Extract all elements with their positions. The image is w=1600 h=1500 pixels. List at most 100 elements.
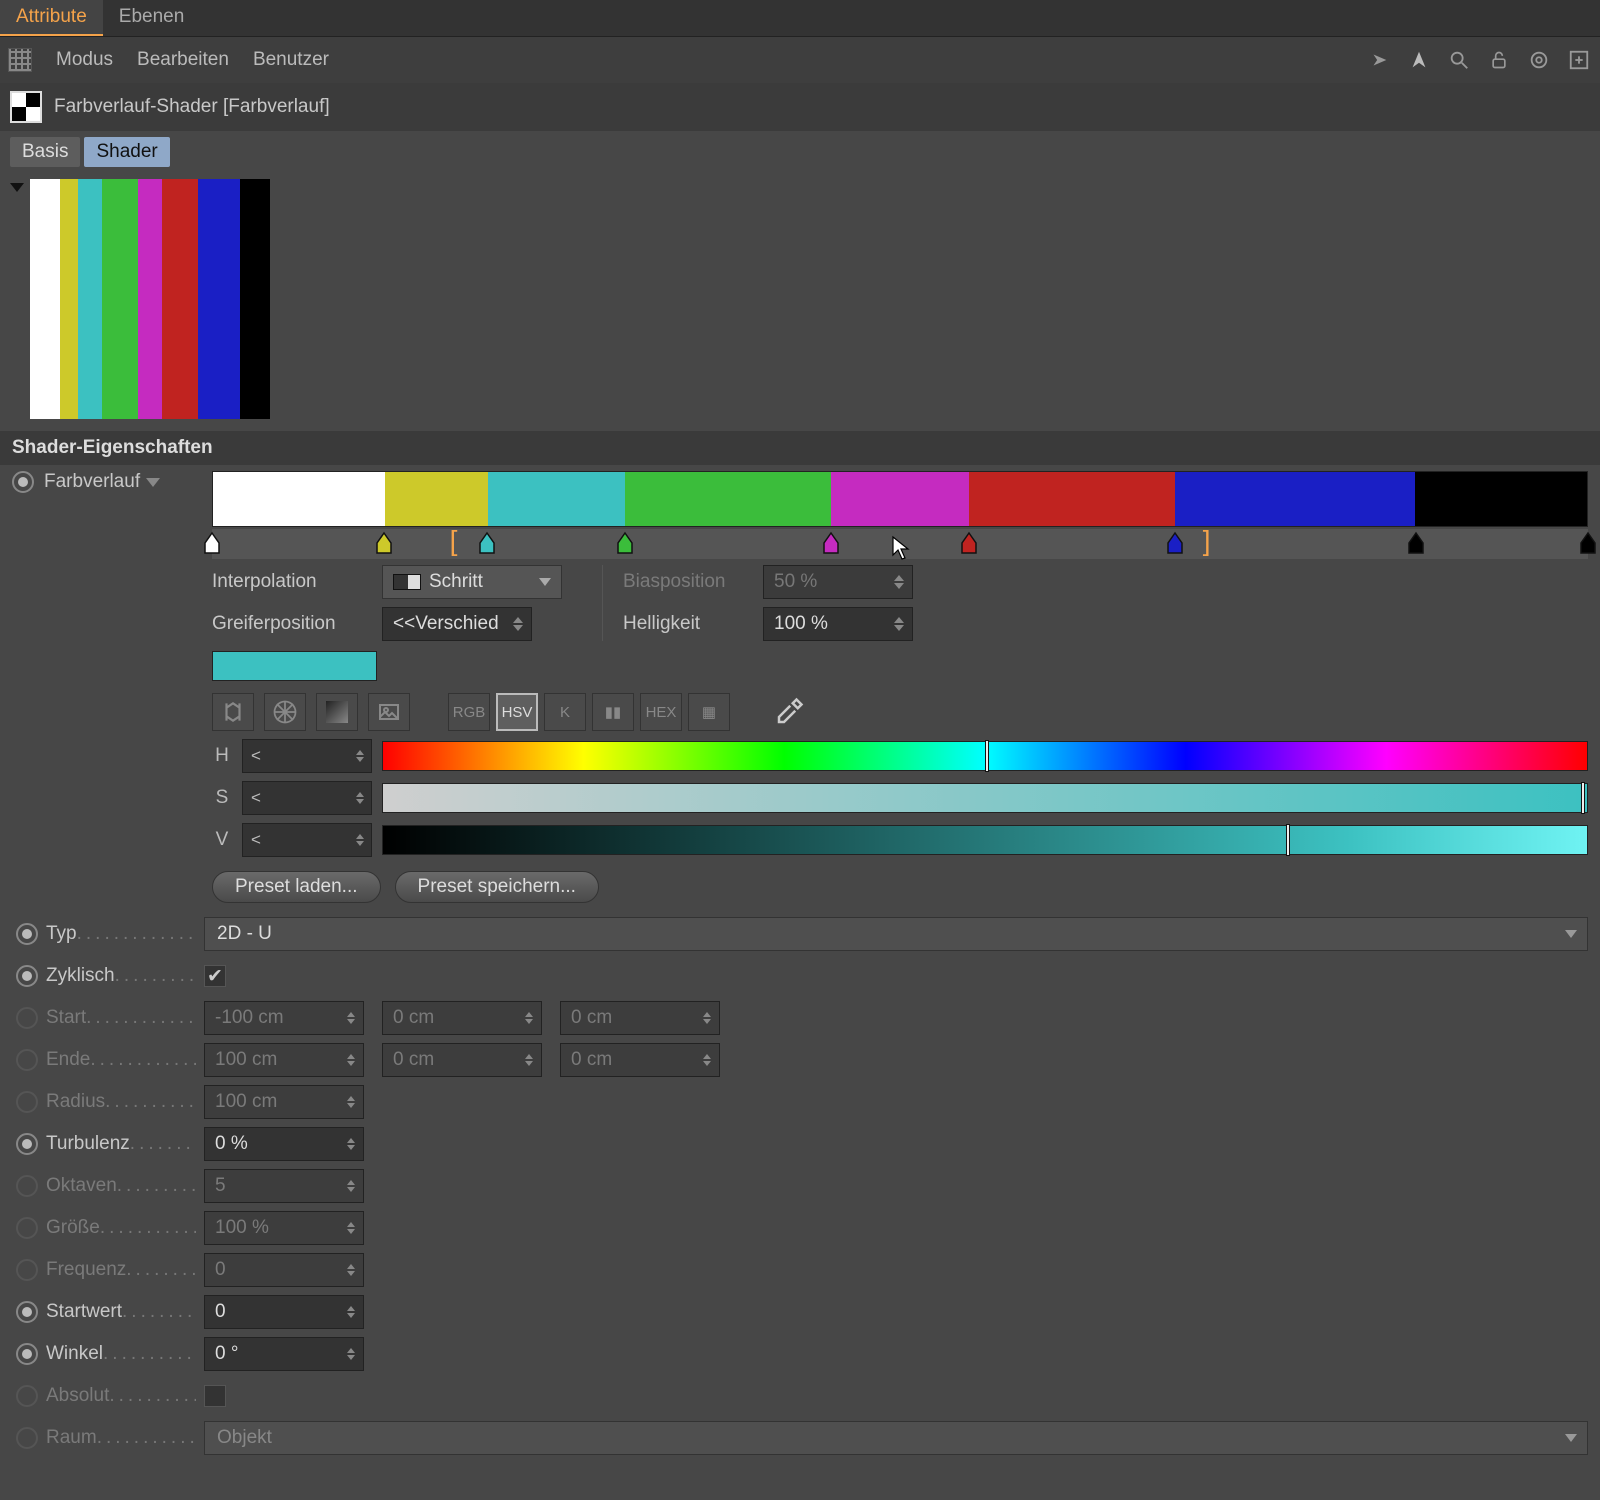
dropdown-raum: Objekt: [204, 1421, 1588, 1455]
param-radio-startwert[interactable]: [16, 1301, 38, 1323]
field-groesse: 100 %: [204, 1211, 364, 1245]
gradient-knot[interactable]: [1579, 531, 1597, 555]
subtab-basis[interactable]: Basis: [10, 137, 80, 167]
mode-btn-wheel[interactable]: [264, 693, 306, 731]
param-radio-raum[interactable]: [16, 1427, 38, 1449]
param-label-winkel: Winkel..................: [46, 1343, 196, 1365]
param-radio-absolut[interactable]: [16, 1385, 38, 1407]
step-icon: [393, 574, 421, 590]
mode-btn-▦[interactable]: ▦: [688, 693, 730, 731]
menu-bearbeiten[interactable]: Bearbeiten: [137, 49, 229, 71]
mode-btn-flip[interactable]: [212, 693, 254, 731]
field-biasposition: 50 %: [763, 565, 913, 599]
mode-btn-hsv[interactable]: HSV: [496, 693, 538, 731]
param-label-absolut: Absolut..................: [46, 1385, 196, 1407]
color-mode-row: RGBHSVK▮▮HEX▦: [212, 693, 1588, 731]
param-label-typ: Typ..................: [46, 923, 196, 945]
preview-area: [0, 173, 1600, 431]
dropdown-typ[interactable]: 2D - U: [204, 917, 1588, 951]
preset-load-button[interactable]: Preset laden...: [212, 871, 381, 903]
hsv-slider-h[interactable]: [382, 741, 1588, 771]
field-ende-1: 0 cm: [382, 1043, 542, 1077]
field-greiferposition[interactable]: <<Verschied: [382, 607, 532, 641]
target-icon[interactable]: [1526, 47, 1552, 73]
gradient-menu-icon[interactable]: [146, 478, 160, 487]
gradient-knot[interactable]: [478, 531, 496, 555]
param-radio-ende[interactable]: [16, 1049, 38, 1071]
param-radio-winkel[interactable]: [16, 1343, 38, 1365]
field-ende-0: 100 cm: [204, 1043, 364, 1077]
subtab-shader[interactable]: Shader: [84, 137, 169, 167]
label-interpolation: Interpolation: [212, 571, 372, 593]
checkbox-zyklisch[interactable]: ✔: [204, 965, 226, 987]
param-radio-start[interactable]: [16, 1007, 38, 1029]
param-radio-radius[interactable]: [16, 1091, 38, 1113]
interpolation-value: Schritt: [429, 571, 483, 593]
color-swatch[interactable]: [212, 651, 377, 681]
field-start-2: 0 cm: [560, 1001, 720, 1035]
helligkeit-value: 100 %: [774, 613, 828, 635]
param-label-turbulenz: Turbulenz..................: [46, 1133, 196, 1155]
param-radio-farbverlauf[interactable]: [12, 471, 34, 493]
greiferposition-value: <<Verschied: [393, 613, 499, 635]
gradient-knot-rail[interactable]: []: [212, 529, 1588, 559]
param-label-oktaven: Oktaven..................: [46, 1175, 196, 1197]
hsv-slider-s[interactable]: [382, 783, 1588, 813]
menu-benutzer[interactable]: Benutzer: [253, 49, 329, 71]
gradient-preview[interactable]: [30, 179, 270, 419]
grid-icon[interactable]: [8, 48, 32, 72]
param-label-zyklisch: Zyklisch..................: [46, 965, 196, 987]
preset-save-button[interactable]: Preset speichern...: [395, 871, 599, 903]
param-radio-typ[interactable]: [16, 923, 38, 945]
field-startwert[interactable]: 0: [204, 1295, 364, 1329]
param-label-frequenz: Frequenz..................: [46, 1259, 196, 1281]
mode-btn-▮▮[interactable]: ▮▮: [592, 693, 634, 731]
tab-attribute[interactable]: Attribute: [0, 0, 103, 36]
gradient-strip[interactable]: [212, 471, 1588, 527]
tab-ebenen[interactable]: Ebenen: [103, 0, 201, 36]
hsv-label-h: H: [212, 745, 232, 767]
mode-btn-hex[interactable]: HEX: [640, 693, 682, 731]
mode-btn-k[interactable]: K: [544, 693, 586, 731]
nav-back-icon[interactable]: [1366, 47, 1392, 73]
hsv-field-h[interactable]: <: [242, 739, 372, 773]
search-icon[interactable]: [1446, 47, 1472, 73]
gradient-knot[interactable]: [822, 531, 840, 555]
param-label-radius: Radius..................: [46, 1091, 196, 1113]
param-radio-frequenz[interactable]: [16, 1259, 38, 1281]
field-winkel[interactable]: 0 °: [204, 1337, 364, 1371]
nav-up-icon[interactable]: [1406, 47, 1432, 73]
gradient-knot[interactable]: [1407, 531, 1425, 555]
param-label-raum: Raum..................: [46, 1427, 196, 1449]
gradient-knot[interactable]: [1166, 531, 1184, 555]
mode-btn-square[interactable]: [316, 693, 358, 731]
collapse-icon[interactable]: [10, 183, 24, 192]
gradient-knot[interactable]: [960, 531, 978, 555]
param-radio-zyklisch[interactable]: [16, 965, 38, 987]
param-radio-turbulenz[interactable]: [16, 1133, 38, 1155]
menubar: Modus Bearbeiten Benutzer: [0, 37, 1600, 83]
label-biasposition: Biasposition: [623, 571, 753, 593]
new-panel-icon[interactable]: [1566, 47, 1592, 73]
field-ende-2: 0 cm: [560, 1043, 720, 1077]
label-greiferposition: Greiferposition: [212, 613, 372, 635]
field-helligkeit[interactable]: 100 %: [763, 607, 913, 641]
menu-modus[interactable]: Modus: [56, 49, 113, 71]
lock-icon[interactable]: [1486, 47, 1512, 73]
hsv-slider-v[interactable]: [382, 825, 1588, 855]
hsv-field-v[interactable]: <: [242, 823, 372, 857]
eyedropper-icon[interactable]: [768, 693, 810, 731]
param-radio-groesse[interactable]: [16, 1217, 38, 1239]
title-row: Farbverlauf-Shader [Farbverlauf]: [0, 83, 1600, 131]
hsv-label-v: V: [212, 829, 232, 851]
gradient-knot[interactable]: [203, 531, 221, 555]
param-radio-oktaven[interactable]: [16, 1175, 38, 1197]
mode-btn-image[interactable]: [368, 693, 410, 731]
hsv-field-s[interactable]: <: [242, 781, 372, 815]
gradient-knot[interactable]: [375, 531, 393, 555]
field-turbulenz[interactable]: 0 %: [204, 1127, 364, 1161]
field-radius: 100 cm: [204, 1085, 364, 1119]
dropdown-interpolation[interactable]: Schritt: [382, 565, 562, 599]
gradient-knot[interactable]: [616, 531, 634, 555]
mode-btn-rgb[interactable]: RGB: [448, 693, 490, 731]
